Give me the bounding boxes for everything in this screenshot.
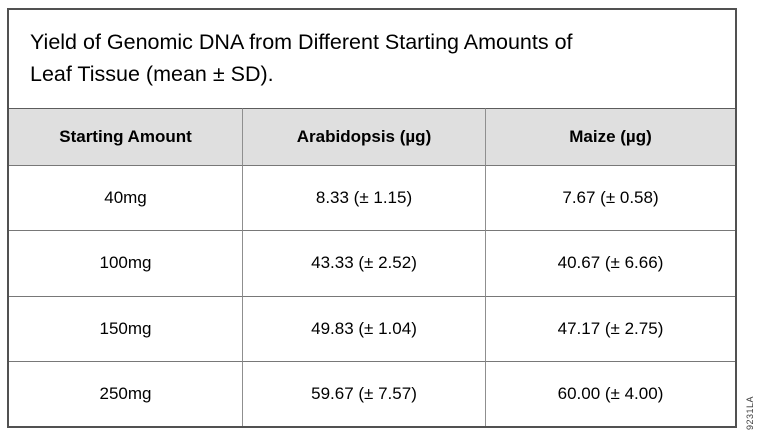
figure-id-watermark: 9231LA xyxy=(745,395,755,430)
value-cell-maize: 60.00 (± 4.00) xyxy=(485,360,735,426)
figure-title: Yield of Genomic DNA from Different Star… xyxy=(9,10,735,108)
data-table: Starting Amount Arabidopsis (µg) Maize (… xyxy=(9,108,735,426)
value-cell-arabidopsis: 49.83 (± 1.04) xyxy=(242,295,485,361)
header-cell-maize: Maize (µg) xyxy=(485,108,735,165)
header-cell-arabidopsis: Arabidopsis (µg) xyxy=(242,108,485,165)
row-label-cell: 40mg xyxy=(9,165,242,231)
value-cell-arabidopsis: 43.33 (± 2.52) xyxy=(242,230,485,296)
row-label-cell: 100mg xyxy=(9,230,242,296)
value-cell-arabidopsis: 8.33 (± 1.15) xyxy=(242,165,485,231)
row-label-cell: 150mg xyxy=(9,295,242,361)
figure-frame: Yield of Genomic DNA from Different Star… xyxy=(7,8,737,428)
value-cell-maize: 7.67 (± 0.58) xyxy=(485,165,735,231)
figure-title-line1: Yield of Genomic DNA from Different Star… xyxy=(30,30,573,54)
value-cell-arabidopsis: 59.67 (± 7.57) xyxy=(242,360,485,426)
figure-title-line2: Leaf Tissue (mean ± SD). xyxy=(30,62,274,87)
value-cell-maize: 47.17 (± 2.75) xyxy=(485,295,735,361)
value-cell-maize: 40.67 (± 6.66) xyxy=(485,230,735,296)
header-cell-starting-amount: Starting Amount xyxy=(9,108,242,165)
row-label-cell: 250mg xyxy=(9,360,242,426)
